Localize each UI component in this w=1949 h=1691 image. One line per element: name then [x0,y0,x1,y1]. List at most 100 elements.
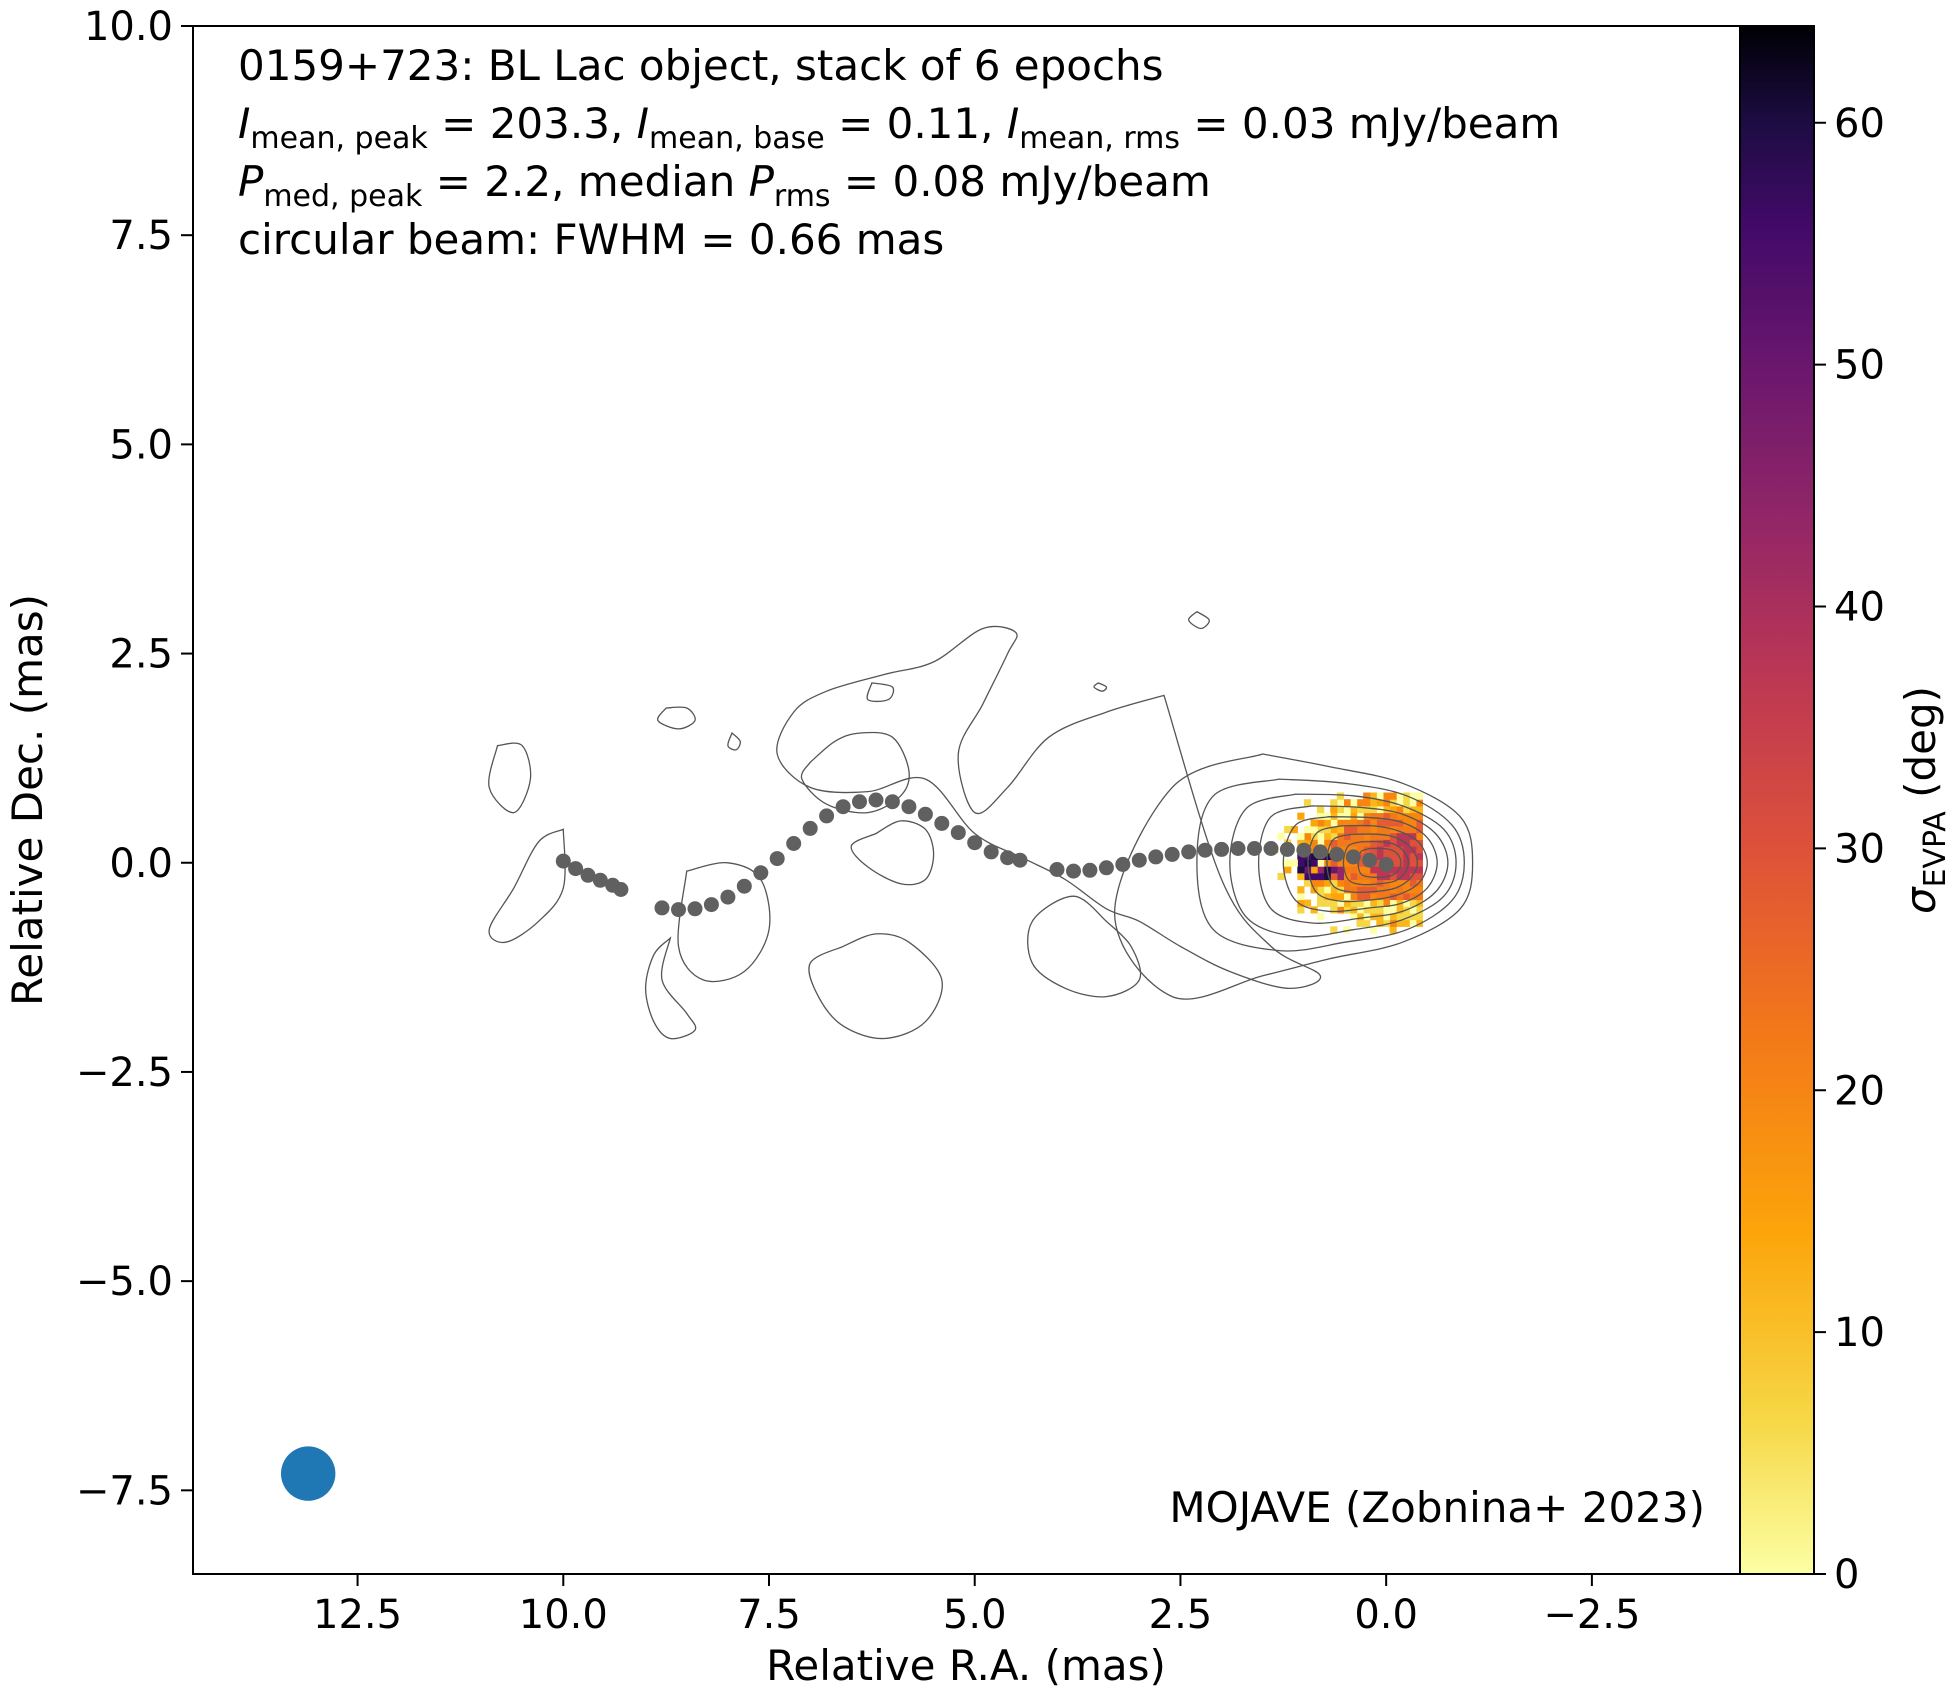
sigma-evpa-pixel [1323,899,1331,907]
core-contour [1196,778,1465,952]
sigma-evpa-pixel [1350,866,1358,874]
sigma-evpa-pixel [1317,839,1325,847]
sigma-evpa-pixel [1356,899,1364,907]
sigma-evpa-pixel [1396,832,1404,840]
sigma-evpa-pixel [1277,872,1285,881]
sigma-evpa-pixel [1317,832,1325,840]
jet-contour [488,742,532,814]
sigma-evpa-pixel [1303,866,1312,874]
sigma-evpa-pixel [1369,899,1377,907]
sigma-evpa-pixel [1402,819,1410,827]
sigma-evpa-pixel [1317,892,1325,901]
sigma-evpa-pixel [1376,812,1384,820]
sigma-evpa-pixel [1323,826,1331,834]
sigma-evpa-pixel [1363,819,1371,827]
sigma-evpa-pixel [1402,799,1410,807]
ridgeline-point [1049,862,1065,877]
sigma-evpa-pixel [1376,792,1384,800]
colorbar-ticks: 0 10 20 30 40 50 60 [1814,101,1885,1598]
sigma-evpa-pixel [1317,886,1325,894]
sigma-evpa-pixel [1389,812,1397,820]
sigma-evpa-pixel [1297,886,1305,894]
sigma-evpa-pixel [1317,913,1325,921]
sigma-evpa-pixel [1376,872,1384,881]
sigma-evpa-pixel [1363,913,1371,921]
sigma-evpa-pixel [1343,832,1351,840]
sigma-evpa-pixel [1369,805,1377,814]
sigma-evpa-pixel [1382,805,1391,814]
sigma-evpa-pixel [1343,812,1351,820]
ridgeline-point [1362,852,1378,868]
sigma-evpa-pixel [1389,899,1397,907]
p-rms-symbol: P [749,157,775,206]
sigma-evpa-pixel [1402,812,1410,820]
sigma-evpa-pixel [1343,839,1351,847]
ridgeline-point [568,861,584,877]
i-mean-peak-value: = 203.3, [428,99,637,148]
core-contour [1229,793,1457,938]
sigma-evpa-pixel [1330,906,1338,914]
x-tick-label: 12.5 [313,1592,402,1638]
ridgeline-point [555,853,571,869]
sigma-evpa-pixel [1369,906,1377,914]
sigma-evpa-pixel [1409,899,1417,907]
sigma-evpa-pixel [1369,799,1377,807]
jet-contour [1027,895,1142,998]
ridgeline-point [1214,841,1230,857]
sigma-evpa-pixel [1323,819,1331,827]
sigma-evpa-pixel [1415,899,1423,907]
sigma-evpa-pixel [1396,906,1404,914]
jet-contour [866,682,895,703]
sigma-evpa-pixel [1396,819,1404,827]
sigma-evpa-pixel [1389,919,1397,927]
sigma-evpa-pixel [1336,826,1344,834]
y-tick-label: 10.0 [84,4,173,50]
x-axis-ticks: 12.5 10.0 7.5 5.0 2.5 0.0 −2.5 [313,1574,1640,1638]
p-rms-value: = 0.08 mJy/beam [831,157,1211,206]
sigma-evpa-pixel [1356,859,1364,867]
colorbar-tick-label: 0 [1834,1552,1859,1598]
sigma-evpa-pixel [1310,872,1318,881]
sigma-evpa-pixel [1382,913,1391,921]
sigma-evpa-pixel [1330,832,1338,840]
sigma-evpa-pixel [1376,839,1384,847]
ridgeline-point [884,794,900,810]
sigma-evpa-pixel [1376,832,1384,840]
sigma-evpa-pixel [1376,852,1384,860]
sigma-evpa-pixel [1330,799,1338,807]
i-mean-base-subscript: mean, base [649,121,825,156]
sigma-evpa-pixel [1363,832,1371,840]
jet-contour [656,706,696,730]
p-med-peak-subscript: med, peak [263,179,423,214]
sigma-evpa-pixel [1415,805,1423,814]
sigma-evpa-pixel [1382,899,1391,907]
sigma-evpa-pixel [1389,792,1397,800]
sigma-evpa-pixel [1363,879,1371,887]
sigma-evpa-pixel [1363,892,1371,901]
sigma-evpa-pixel [1389,886,1397,894]
ridgeline-point [1115,856,1131,872]
sigma-evpa-pixel [1389,819,1397,827]
sigma-evpa-pixel [1402,913,1410,921]
sigma-evpa-pixel [1382,826,1391,834]
annotation-line-2: Imean, peak = 203.3, Imean, base = 0.11,… [238,99,1560,156]
sigma-evpa-pixel [1409,799,1417,807]
sigma-evpa-pixel [1317,866,1325,874]
sigma-evpa-pixel [1402,846,1410,854]
sigma-evpa-pixel [1330,819,1338,827]
i-mean-peak-subscript: mean, peak [250,121,428,156]
sigma-evpa-pixel [1303,872,1312,881]
sigma-evpa-pixel [1402,832,1410,840]
sigma-evpa-pixel [1402,859,1410,867]
sigma-evpa-pixel [1382,792,1391,800]
x-tick-label: 7.5 [737,1592,801,1638]
ridgeline-point [1296,842,1312,858]
sigma-evpa-pixel [1356,805,1364,814]
y-tick-label: −5.0 [76,1259,173,1305]
sigma-evpa-pixel [1409,913,1417,921]
sigma-evpa-pixel [1409,879,1417,887]
sigma-evpa-pixel [1409,906,1417,914]
sigma-evpa-pixel [1356,892,1364,901]
sigma-evpa-pixel [1343,866,1351,874]
sigma-evpa-pixel [1356,819,1364,827]
